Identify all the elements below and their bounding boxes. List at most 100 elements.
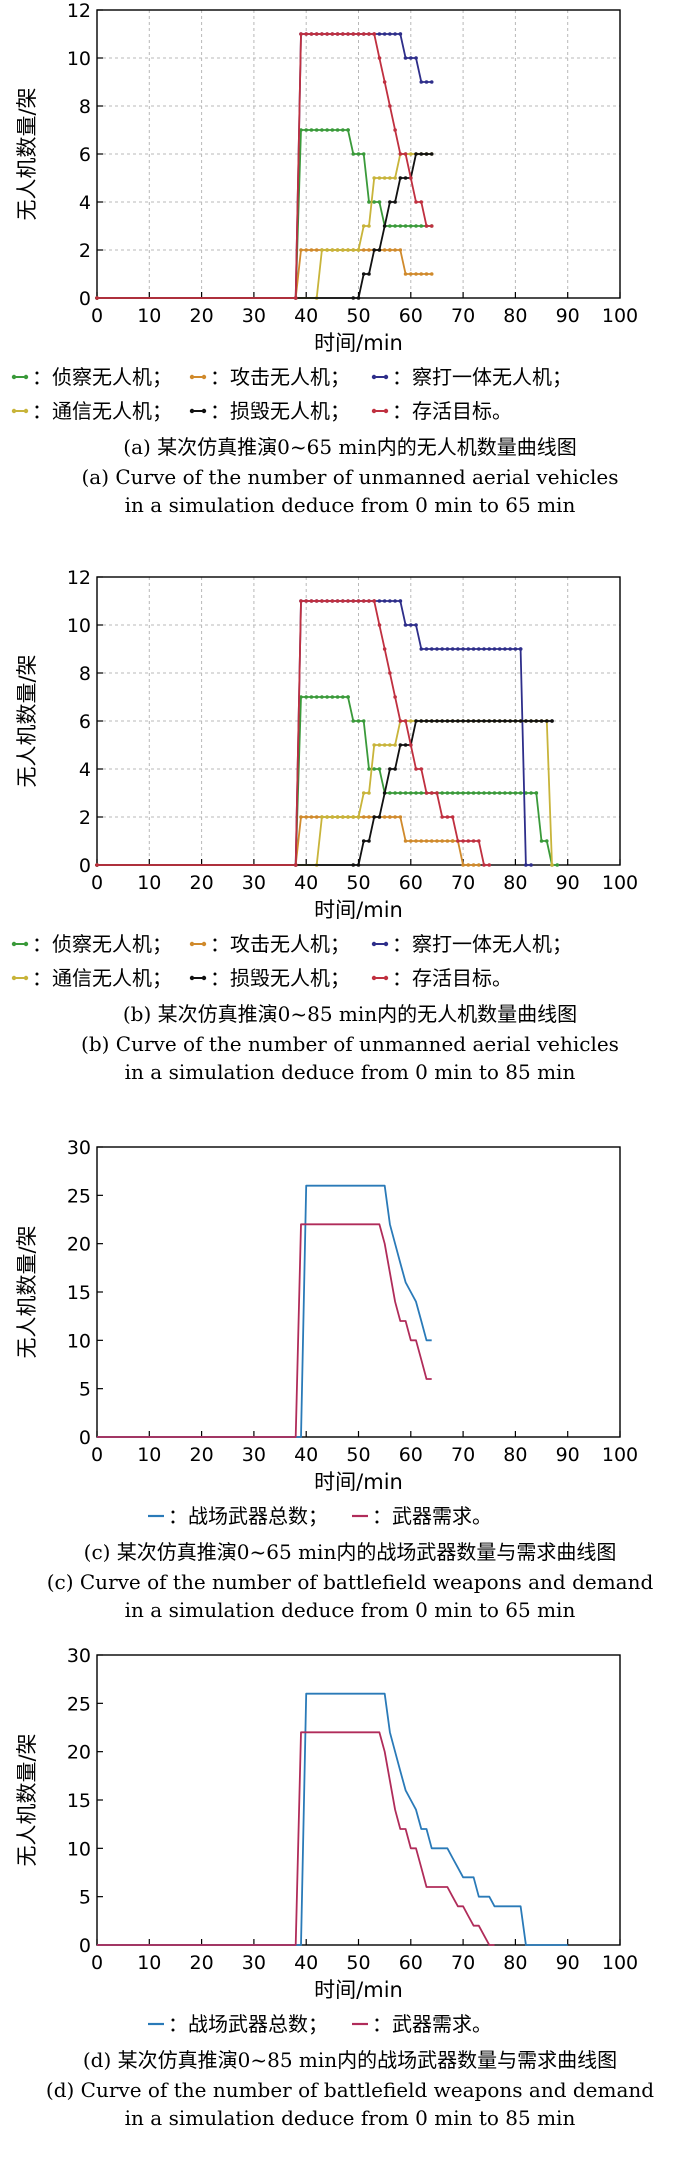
series-point-4 [435,719,439,723]
y-tick-label: 0 [79,288,91,310]
series-point-1 [309,815,314,819]
series-point-5 [388,104,392,108]
series-point-5 [95,296,99,300]
x-tick-label: 80 [503,1952,527,1974]
series-point-5 [382,80,387,84]
series-point-1 [450,839,455,843]
series-point-5 [330,599,335,603]
series-point-1 [471,863,476,867]
y-tick-label: 0 [79,855,91,877]
series-point-5 [372,599,376,603]
series-point-0 [367,200,371,204]
series-point-5 [450,815,455,819]
x-tick-label: 30 [242,872,266,894]
series-point-0 [487,791,492,795]
series-point-5 [351,599,356,603]
series-point-0 [529,791,533,795]
series-point-4 [461,719,465,723]
series-point-4 [356,296,361,300]
caption-english-line1: (b) Curve of the number of unmanned aeri… [81,1032,619,1056]
series-point-0 [341,695,345,699]
x-tick-label: 40 [294,872,318,894]
series-point-0 [513,791,518,795]
series-point-1 [382,815,387,819]
x-tick-label: 80 [503,872,527,894]
legend-label: ：损毁无人机； [210,966,350,990]
series-point-3 [320,248,324,252]
legend-swatch-dot [23,374,29,380]
series-point-4 [456,719,460,723]
legend-label: ：战场武器总数； [168,1504,328,1528]
series-point-0 [309,695,314,699]
series-point-5 [409,743,413,747]
series-point-4 [524,719,528,723]
legend-swatch-dot [11,941,17,947]
y-tick-label: 15 [67,1790,91,1812]
series-point-1 [419,272,424,276]
series-point-1 [314,815,319,819]
series-point-2 [409,56,413,60]
legend-swatch-dot [201,975,207,981]
series-point-3 [351,248,356,252]
x-tick-label: 90 [556,1444,580,1466]
series-point-0 [320,695,324,699]
series-point-0 [299,695,303,699]
y-axis-label: 无人机数量/架 [15,1225,39,1358]
y-tick-label: 8 [79,663,91,685]
legend-swatch-dot [371,408,377,414]
legend-swatch-dot [201,941,207,947]
x-tick-label: 80 [503,1444,527,1466]
series-point-1 [299,248,303,252]
series-point-0 [314,128,319,132]
series-point-2 [513,647,518,651]
series-point-5 [330,32,335,36]
x-tick-label: 70 [451,1952,475,1974]
x-tick-label: 0 [91,1952,103,1974]
series-point-3 [361,224,366,228]
series-point-5 [314,599,319,603]
series-point-1 [445,839,450,843]
x-axis-label: 时间/min [314,1978,403,2002]
series-point-0 [466,791,471,795]
series-point-4 [471,719,476,723]
legend-swatch-dot [189,408,195,414]
series-point-0 [461,791,465,795]
series-point-4 [497,719,502,723]
series-point-3 [330,248,335,252]
series-point-0 [445,791,450,795]
legend-swatch-dot [383,408,389,414]
series-point-4 [388,767,392,771]
legend-swatch-dot [201,374,207,380]
y-axis-label: 无人机数量/架 [15,87,39,220]
plot-frame [96,1146,621,1438]
y-axis-label: 无人机数量/架 [15,654,39,787]
series-point-4 [403,743,408,747]
series-point-1 [429,272,434,276]
series-point-4 [367,839,371,843]
series-line-5 [97,600,490,866]
series-point-0 [335,128,340,132]
series-point-5 [393,695,397,699]
series-point-2 [476,647,481,651]
series-point-4 [529,719,533,723]
series-point-5 [461,839,465,843]
series-point-5 [320,32,324,36]
x-tick-label: 30 [242,1952,266,1974]
caption-english-line1: (c) Curve of the number of battlefield w… [47,1570,654,1594]
y-tick-label: 30 [67,1645,91,1667]
legend-swatch-dot [23,408,29,414]
series-point-2 [403,56,408,60]
series-point-2 [429,647,434,651]
x-tick-label: 100 [602,1444,638,1466]
series-point-5 [341,599,345,603]
legend-swatch-dot [189,941,195,947]
series-point-3 [377,743,382,747]
series-point-0 [409,224,413,228]
legend-label: ：侦察无人机； [32,932,172,956]
series-point-1 [466,863,471,867]
series-point-5 [299,599,303,603]
series-point-4 [539,719,544,723]
series-point-4 [476,719,481,723]
series-point-4 [518,719,523,723]
